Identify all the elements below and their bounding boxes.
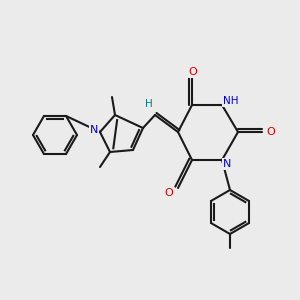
Text: H: H (145, 99, 153, 109)
Text: NH: NH (223, 96, 239, 106)
Text: N: N (90, 125, 98, 135)
Text: O: O (189, 67, 197, 77)
Text: O: O (165, 188, 173, 198)
Text: N: N (223, 159, 231, 169)
Text: O: O (267, 127, 275, 137)
